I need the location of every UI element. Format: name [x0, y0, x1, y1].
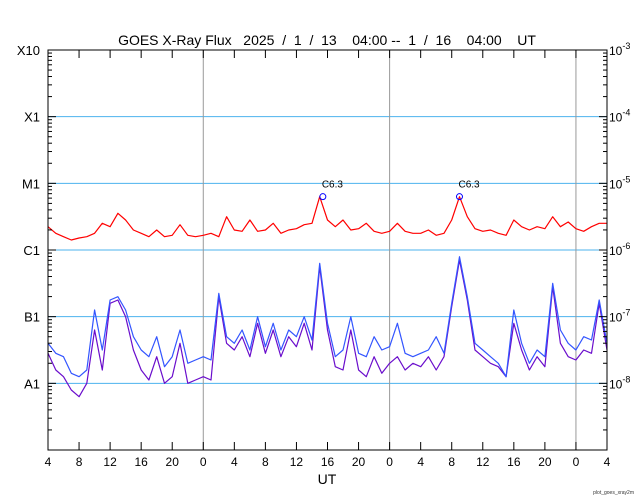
axis-labels: 4 8 12 16 20 0 4 8 12 16 20 0 4 8 12 16 20 0 4 X10 X1 M1 C1 B1 A…	[17, 41, 631, 469]
x-tick-label: 16	[321, 455, 335, 469]
y-label-right: 10-4	[609, 108, 630, 125]
y-label-left-X1: X1	[24, 110, 40, 125]
gridlines	[48, 50, 607, 450]
x-tick-label: 4	[231, 455, 238, 469]
x-tick-label: 12	[103, 455, 117, 469]
y-label-left-C1: C1	[23, 243, 40, 258]
annotations: C6.3 C6.3	[319, 180, 480, 201]
y-label-left-B1: B1	[24, 310, 40, 325]
y-label-right: 10-8	[609, 374, 630, 391]
axis-ticks	[47, 50, 608, 451]
y-label-right: 10-7	[609, 308, 630, 325]
y-label-right: 10-5	[609, 174, 630, 191]
x-tick-label: 8	[262, 455, 269, 469]
x-tick-label: 0	[386, 455, 393, 469]
x-tick-label: 12	[290, 455, 304, 469]
x-tick-label: 4	[417, 455, 424, 469]
x-tick-label: 16	[134, 455, 148, 469]
x-tick-label: 8	[76, 455, 83, 469]
x-tick-label: 0	[573, 455, 580, 469]
y-label-left-A1: A1	[24, 376, 40, 391]
y-label-right: 10-3	[609, 41, 630, 58]
chart-title: GOES X-Ray Flux 2025 / 1 / 13 04:00 -- 1…	[118, 32, 536, 48]
x-tick-label: 4	[604, 455, 611, 469]
flare-label: C6.3	[458, 180, 480, 191]
flare-label: C6.3	[322, 180, 344, 191]
x-axis-label: UT	[318, 471, 337, 487]
flare-marker	[319, 193, 327, 201]
y-label-left-X10: X10	[17, 43, 40, 58]
x-tick-label: 0	[200, 455, 207, 469]
x-tick-label: 20	[352, 455, 366, 469]
series-lines	[47, 196, 608, 398]
x-tick-label: 20	[166, 455, 180, 469]
series-line-0	[47, 196, 607, 241]
x-tick-label: 8	[448, 455, 455, 469]
footer-credit: plot_goes_xray2m	[593, 490, 634, 496]
y-label-left-M1: M1	[22, 176, 40, 191]
flare-marker	[455, 193, 463, 201]
series-line-1	[47, 259, 608, 398]
series-line-2	[47, 256, 608, 378]
x-tick-label: 12	[476, 455, 490, 469]
y-label-right: 10-6	[609, 241, 630, 258]
x-tick-label: 20	[538, 455, 552, 469]
x-tick-label: 16	[507, 455, 521, 469]
x-tick-label: 4	[45, 455, 52, 469]
